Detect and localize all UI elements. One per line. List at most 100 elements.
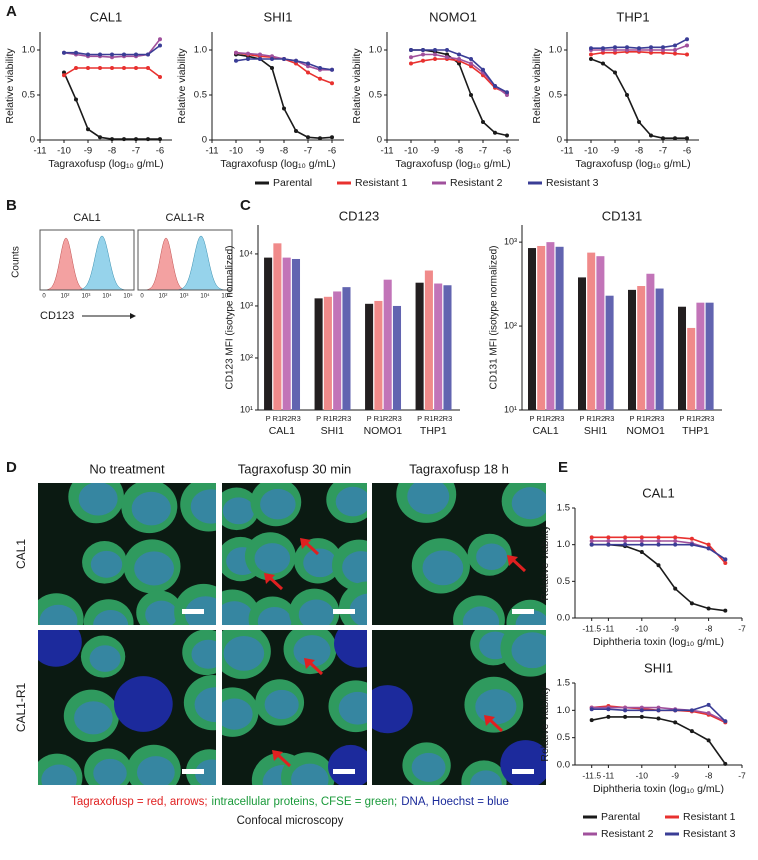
y-tick-label: 10³ <box>504 237 517 247</box>
data-point <box>134 52 138 57</box>
x-tick-label: -7 <box>659 146 667 157</box>
data-point <box>589 52 593 57</box>
data-point <box>98 66 102 70</box>
bar-series-label: R3 <box>605 414 615 423</box>
nucleus <box>39 604 78 625</box>
nucleus <box>222 601 254 625</box>
axis-arrowhead <box>130 313 136 319</box>
x-category-label: SHI1 <box>321 425 345 437</box>
x-tick-label: -8 <box>635 146 643 157</box>
x-tick-label: -7 <box>132 146 140 157</box>
cell <box>114 676 173 732</box>
y-tick-label: 1.0 <box>369 45 382 56</box>
y-tick-label: 0.5 <box>22 90 35 101</box>
data-point <box>421 48 425 52</box>
y-tick-label: 1.5 <box>557 678 570 689</box>
nucleus <box>191 639 216 669</box>
y-tick-label: 1.5 <box>557 503 570 514</box>
nucleus <box>511 632 546 669</box>
data-point <box>481 67 485 72</box>
data-point <box>723 561 728 565</box>
data-point <box>433 48 437 52</box>
data-point <box>318 66 322 70</box>
data-point <box>493 84 497 88</box>
histogram-cd123 <box>40 235 134 291</box>
bar-series-label: R2 <box>646 414 656 423</box>
scale-bar <box>182 609 204 614</box>
bar-series-label: P <box>417 414 422 423</box>
x-tick-label: -11 <box>205 146 218 157</box>
histogram-tick-label: 0 <box>140 294 144 300</box>
arrow-head <box>300 538 311 549</box>
data-point <box>589 718 594 723</box>
scale-bar <box>333 769 355 774</box>
data-point <box>589 535 594 540</box>
nucleus <box>222 497 255 525</box>
y-tick-label: 10² <box>240 352 253 362</box>
bar <box>342 287 351 410</box>
bar <box>392 305 402 410</box>
nucleus <box>260 488 296 520</box>
data-point <box>433 52 437 57</box>
data-point <box>505 133 509 138</box>
y-tick-label: 0.5 <box>194 90 207 101</box>
arrow-head <box>484 715 495 726</box>
nucleus <box>475 689 517 725</box>
data-point <box>639 535 644 540</box>
data-point <box>318 136 322 141</box>
legend-label: Resistant 1 <box>683 811 736 823</box>
y-tick-label: 0 <box>202 135 207 146</box>
bar <box>646 273 655 410</box>
data-point <box>685 43 689 48</box>
data-point <box>673 43 677 48</box>
y-axis-label: CD131 MFI (isotype normalized) <box>489 246 500 390</box>
bar <box>555 246 564 410</box>
histogram-isotype <box>138 237 232 291</box>
bar-series-label: R1 <box>424 414 434 423</box>
data-point <box>146 52 150 57</box>
arrow-head <box>507 555 518 566</box>
x-axis-label: Tagraxofusp (log₁₀ g/mL) <box>575 158 690 170</box>
histogram-tick-label: 10² <box>159 294 168 300</box>
row-label: CAL1-R1 <box>14 683 28 733</box>
micrograph <box>372 483 546 625</box>
data-point <box>294 129 298 133</box>
data-point <box>673 708 678 713</box>
bar-series-label: R2 <box>546 414 556 423</box>
histogram-cd123 <box>138 235 232 291</box>
x-category-label: CAL1 <box>532 425 558 437</box>
nucleus <box>303 548 337 578</box>
y-axis-label: Relative viability <box>531 48 543 124</box>
chart-title: CAL1 <box>90 9 123 24</box>
histogram-title: CAL1 <box>73 212 101 224</box>
data-point <box>685 52 689 57</box>
data-point <box>623 714 628 719</box>
data-point <box>613 45 617 50</box>
data-point <box>445 48 449 52</box>
nucleus <box>74 701 113 735</box>
chart-title: CAL1 <box>642 485 675 500</box>
data-point <box>86 52 90 57</box>
bar-series-label: R2 <box>332 414 342 423</box>
legend-label: Resistant 3 <box>683 828 736 840</box>
data-point <box>134 137 138 142</box>
nucleus <box>264 689 299 720</box>
x-tick-label: -6 <box>683 146 691 157</box>
data-point <box>493 130 497 135</box>
data-point <box>723 608 728 613</box>
y-tick-label: 0.5 <box>549 90 562 101</box>
data-point <box>433 57 437 61</box>
chart-title: NOMO1 <box>429 9 477 24</box>
bar <box>282 257 291 410</box>
bar <box>374 300 383 410</box>
data-point <box>445 55 449 60</box>
bar-series-label: P <box>629 414 634 423</box>
x-tick-label: -10 <box>57 146 71 157</box>
nucleus <box>422 550 464 586</box>
y-tick-label: 0 <box>30 135 35 146</box>
y-axis-label: Relative viability <box>539 525 551 601</box>
x-tick-label: -11.5 <box>582 623 601 633</box>
y-tick-label: 10⁴ <box>239 248 253 258</box>
x-tick-label: -11 <box>560 146 573 157</box>
data-point <box>673 136 677 141</box>
